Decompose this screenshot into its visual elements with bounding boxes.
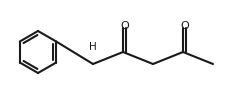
Text: H: H [89, 42, 97, 52]
Text: O: O [120, 21, 129, 31]
Text: O: O [180, 21, 189, 31]
